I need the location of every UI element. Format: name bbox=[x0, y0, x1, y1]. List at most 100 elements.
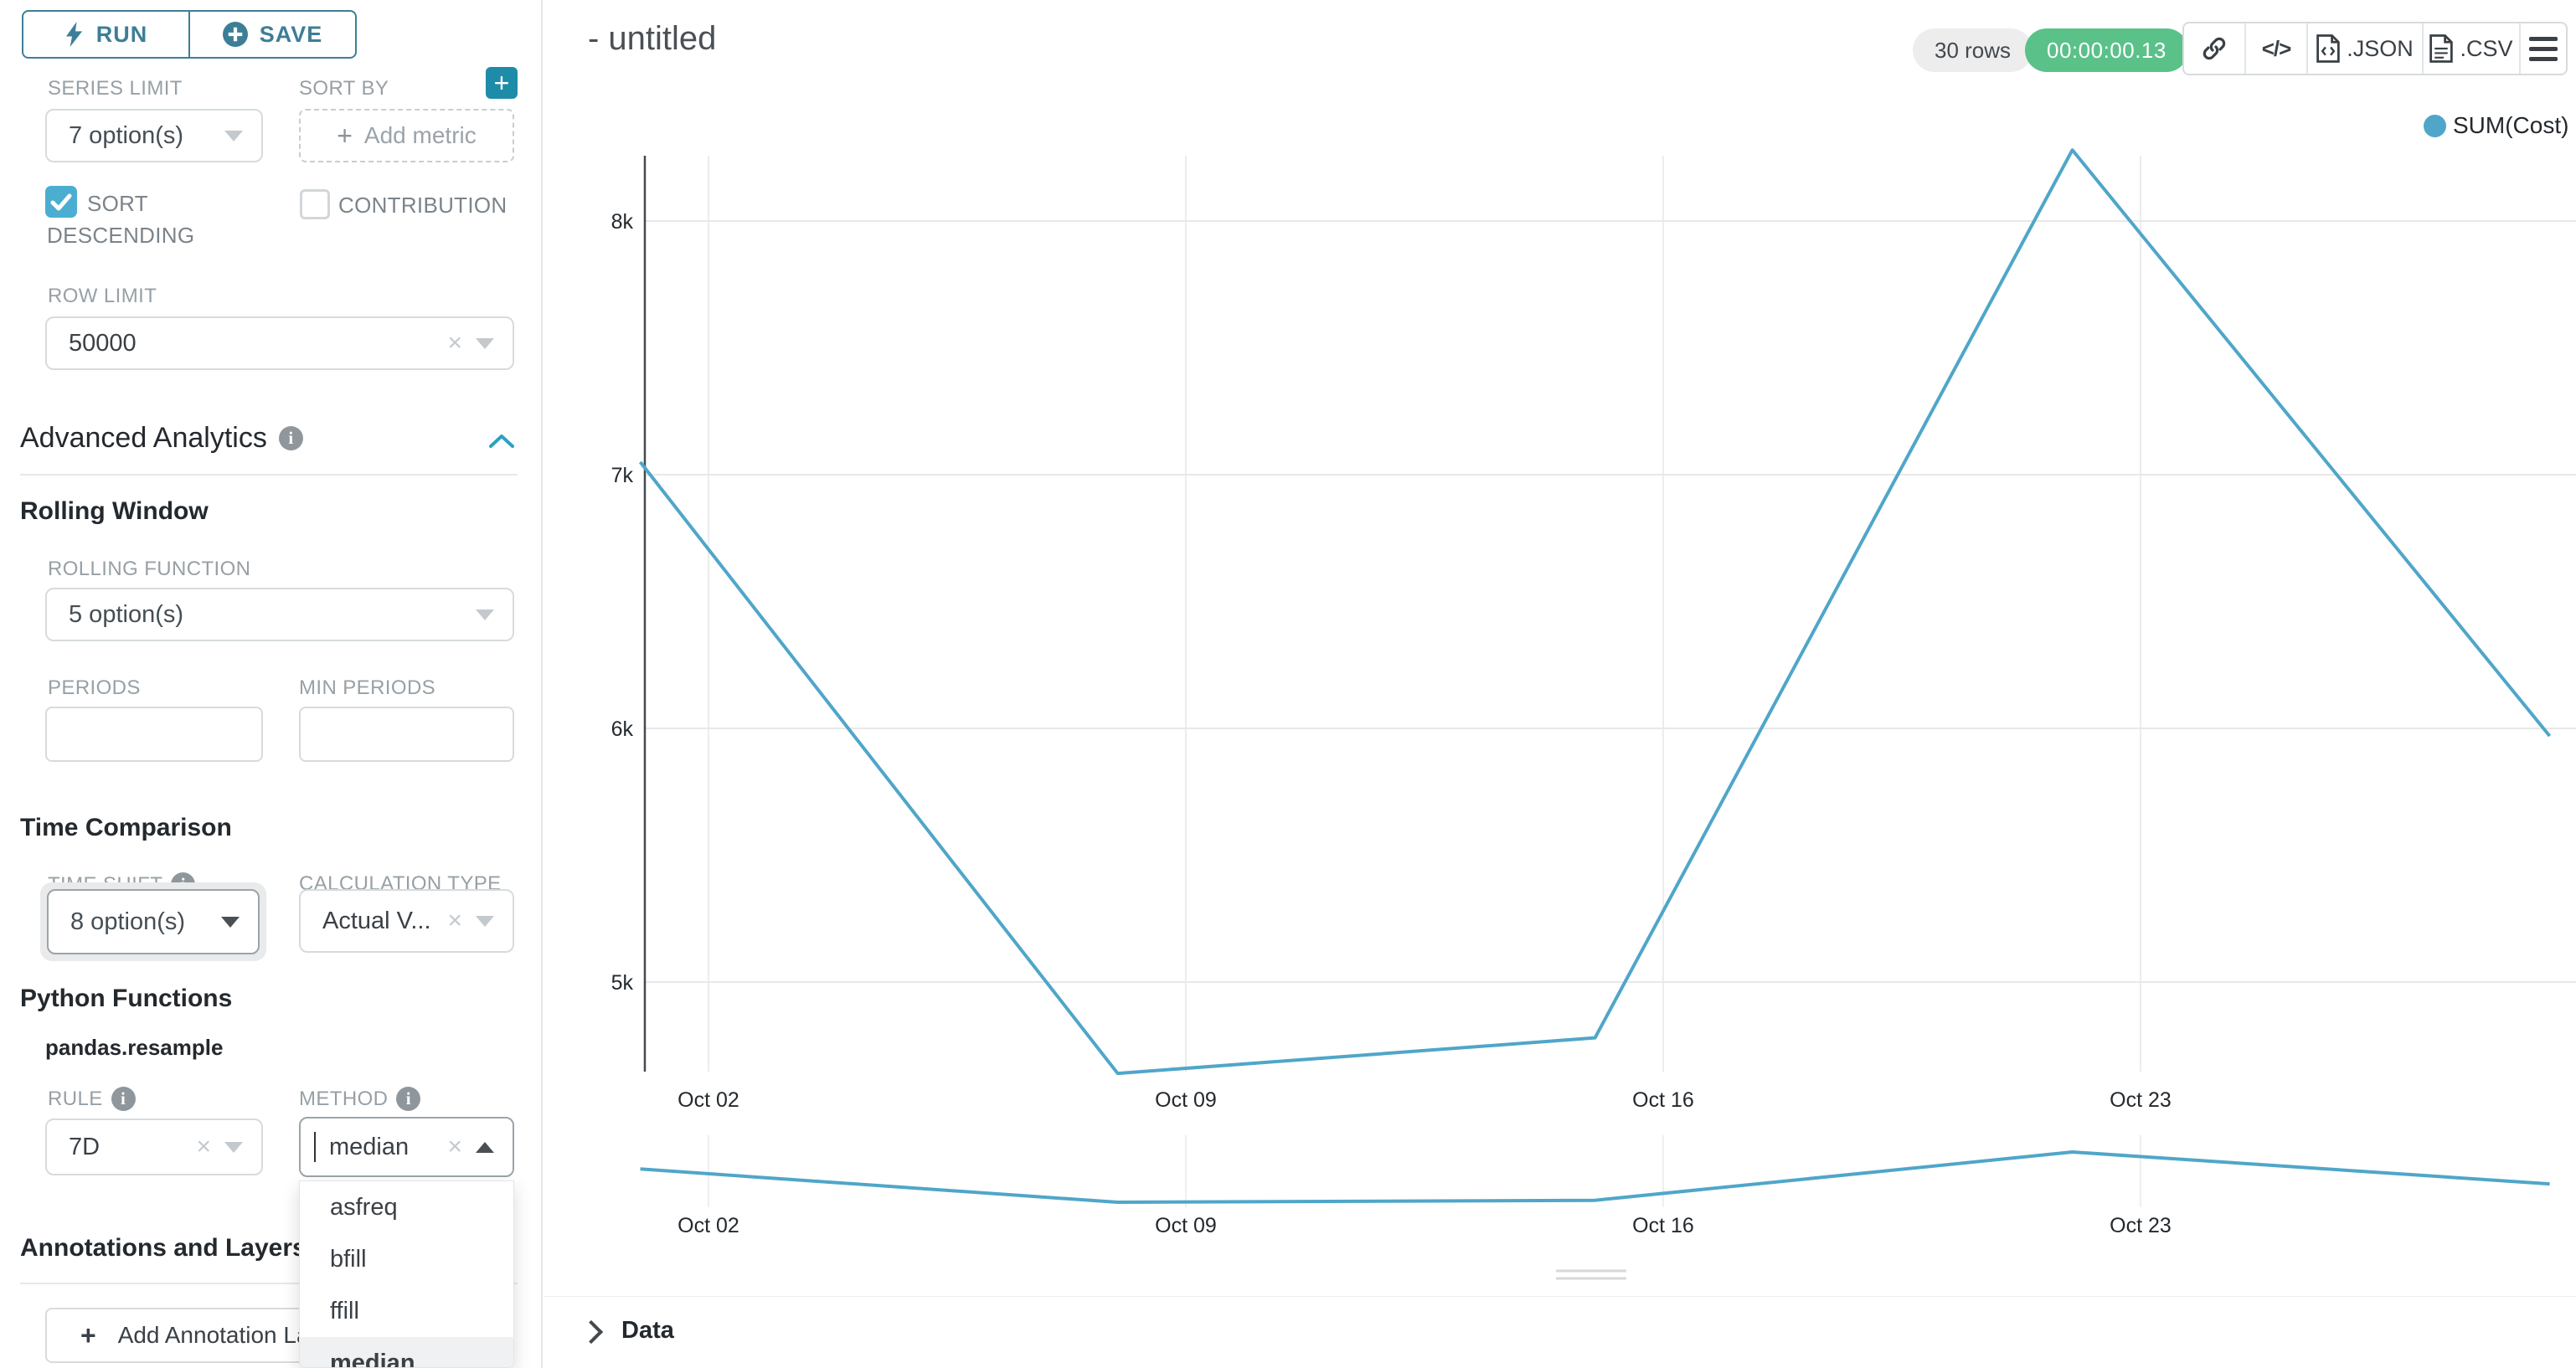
calculation-type-value: Actual V... bbox=[322, 907, 431, 934]
chart-title[interactable]: - untitled bbox=[588, 20, 717, 57]
chevron-down-icon bbox=[224, 1141, 243, 1153]
rule-label-text: RULE bbox=[48, 1087, 103, 1110]
menu-icon bbox=[2529, 36, 2558, 61]
chevron-down-icon bbox=[476, 337, 494, 349]
export-csv-label: .CSV bbox=[2460, 35, 2513, 61]
row-limit-value: 50000 bbox=[69, 329, 137, 357]
time-shift-value: 8 option(s) bbox=[70, 908, 186, 935]
control-sidebar: RUN SAVE SERIES LIMIT SORT BY + 7 option… bbox=[0, 0, 543, 1368]
chevron-right-icon bbox=[579, 1319, 604, 1344]
clear-icon[interactable]: × bbox=[447, 1133, 462, 1160]
run-label: RUN bbox=[95, 21, 148, 47]
method-option-asfreq[interactable]: asfreq bbox=[330, 1193, 398, 1221]
method-value: median bbox=[329, 1133, 410, 1160]
method-option-ffill[interactable]: ffill bbox=[330, 1297, 359, 1324]
x-tick-label: Oct 02 bbox=[677, 1088, 739, 1112]
lightning-icon bbox=[65, 22, 82, 47]
calculation-type-select[interactable]: Actual V... × bbox=[299, 889, 514, 953]
chevron-down-icon bbox=[476, 609, 494, 620]
rule-select[interactable]: 7D × bbox=[45, 1119, 263, 1175]
code-icon: </> bbox=[2261, 35, 2292, 61]
legend-item[interactable]: SUM(Cost) bbox=[2424, 112, 2568, 139]
time-shift-select[interactable]: 8 option(s) bbox=[47, 889, 260, 954]
rolling-function-value: 5 option(s) bbox=[69, 600, 184, 628]
plus-icon: + bbox=[80, 1320, 96, 1350]
brush-tick-labels: Oct 02 Oct 09 Oct 16 Oct 23 bbox=[677, 1214, 2172, 1237]
check-icon bbox=[50, 193, 72, 211]
rule-label: RULE i bbox=[48, 1087, 136, 1111]
query-timer-badge: 00:00:00.13 bbox=[2025, 28, 2188, 72]
clear-icon[interactable]: × bbox=[196, 1133, 211, 1160]
series-limit-label: SERIES LIMIT bbox=[48, 77, 183, 100]
brush-tick-label: Oct 09 bbox=[1155, 1214, 1217, 1237]
info-icon[interactable]: i bbox=[111, 1087, 136, 1111]
add-metric-plus-button[interactable]: + bbox=[486, 67, 518, 99]
time-comparison-title: Time Comparison bbox=[20, 814, 232, 841]
clear-icon[interactable]: × bbox=[447, 329, 462, 357]
y-tick-label: 5k bbox=[611, 971, 634, 995]
annotations-title: Annotations and Layers bbox=[20, 1234, 307, 1262]
file-icon bbox=[2429, 34, 2454, 63]
pandas-resample-subtitle: pandas.resample bbox=[45, 1035, 224, 1060]
export-json-button[interactable]: .JSON bbox=[2306, 23, 2422, 74]
min-periods-input[interactable] bbox=[299, 707, 514, 762]
save-label: SAVE bbox=[259, 21, 323, 47]
clear-icon[interactable]: × bbox=[447, 907, 462, 934]
chevron-down-icon bbox=[221, 916, 240, 928]
sort-descending-checkbox[interactable] bbox=[45, 186, 77, 218]
brush-tick-label: Oct 23 bbox=[2110, 1214, 2172, 1237]
view-query-button[interactable]: </> bbox=[2244, 23, 2306, 74]
chevron-up-icon[interactable] bbox=[487, 432, 516, 450]
method-label: METHOD i bbox=[299, 1087, 421, 1111]
brush-tick-label: Oct 16 bbox=[1632, 1214, 1694, 1237]
share-link-button[interactable] bbox=[2184, 23, 2244, 74]
resize-grip[interactable] bbox=[1556, 1269, 1626, 1280]
chart-panel: - untitled 30 rows 00:00:00.13 </> .JSON bbox=[544, 0, 2576, 1368]
x-tick-label: Oct 09 bbox=[1155, 1088, 1217, 1112]
rolling-function-select[interactable]: 5 option(s) bbox=[45, 588, 514, 641]
series-limit-select[interactable]: 7 option(s) bbox=[45, 109, 263, 162]
export-csv-button[interactable]: .CSV bbox=[2422, 23, 2519, 74]
save-button[interactable]: SAVE bbox=[188, 12, 355, 57]
text-cursor bbox=[314, 1132, 316, 1162]
periods-input[interactable] bbox=[45, 707, 263, 762]
row-limit-select[interactable]: 50000 × bbox=[45, 316, 514, 370]
method-label-text: METHOD bbox=[299, 1087, 389, 1110]
method-combobox[interactable]: median × bbox=[299, 1117, 514, 1177]
export-json-label: .JSON bbox=[2347, 35, 2414, 61]
method-option-bfill[interactable]: bfill bbox=[330, 1245, 367, 1273]
data-panel-header[interactable]: Data bbox=[579, 1317, 674, 1345]
chart-menu-button[interactable] bbox=[2519, 23, 2566, 74]
y-tick-label: 7k bbox=[611, 464, 634, 487]
series-line-sum-cost bbox=[638, 148, 2552, 1076]
x-tick-label: Oct 23 bbox=[2110, 1088, 2172, 1112]
chevron-down-icon bbox=[224, 130, 243, 141]
run-button[interactable]: RUN bbox=[23, 12, 188, 57]
rolling-function-label: ROLLING FUNCTION bbox=[48, 558, 251, 580]
method-option-median[interactable]: median bbox=[300, 1337, 513, 1367]
rows-count-badge: 30 rows bbox=[1913, 28, 2033, 72]
y-tick-label: 8k bbox=[611, 210, 634, 234]
section-divider bbox=[20, 474, 518, 476]
add-metric-placeholder: Add metric bbox=[363, 122, 477, 148]
file-code-icon bbox=[2316, 34, 2340, 63]
chevron-up-icon bbox=[476, 1141, 494, 1153]
advanced-analytics-title: Advanced Analytics bbox=[20, 422, 267, 454]
contribution-checkbox[interactable] bbox=[300, 189, 330, 219]
line-chart: 8k 7k 6k 5k Oct 02 Oct 09 Oct 16 Oct 23 Oct 02… bbox=[611, 148, 2576, 1280]
series-limit-value: 7 option(s) bbox=[69, 121, 184, 149]
y-axis-tick-labels: 8k 7k 6k 5k bbox=[611, 210, 634, 995]
plus-icon: + bbox=[337, 121, 353, 151]
advanced-analytics-header[interactable]: Advanced Analytics i bbox=[20, 422, 303, 455]
add-metric-button[interactable]: + Add metric bbox=[299, 109, 514, 162]
horizontal-gridlines bbox=[645, 220, 2576, 983]
data-panel-label: Data bbox=[621, 1317, 674, 1344]
section-divider bbox=[20, 1283, 518, 1284]
info-icon[interactable]: i bbox=[278, 426, 303, 450]
legend-series-label: SUM(Cost) bbox=[2453, 112, 2569, 138]
info-icon[interactable]: i bbox=[396, 1087, 421, 1111]
link-icon bbox=[2202, 37, 2226, 60]
sort-descending-label-line2: DESCENDING bbox=[47, 223, 195, 248]
export-button-group: </> .JSON .CSV bbox=[2182, 22, 2568, 75]
row-limit-label: ROW LIMIT bbox=[48, 285, 157, 307]
